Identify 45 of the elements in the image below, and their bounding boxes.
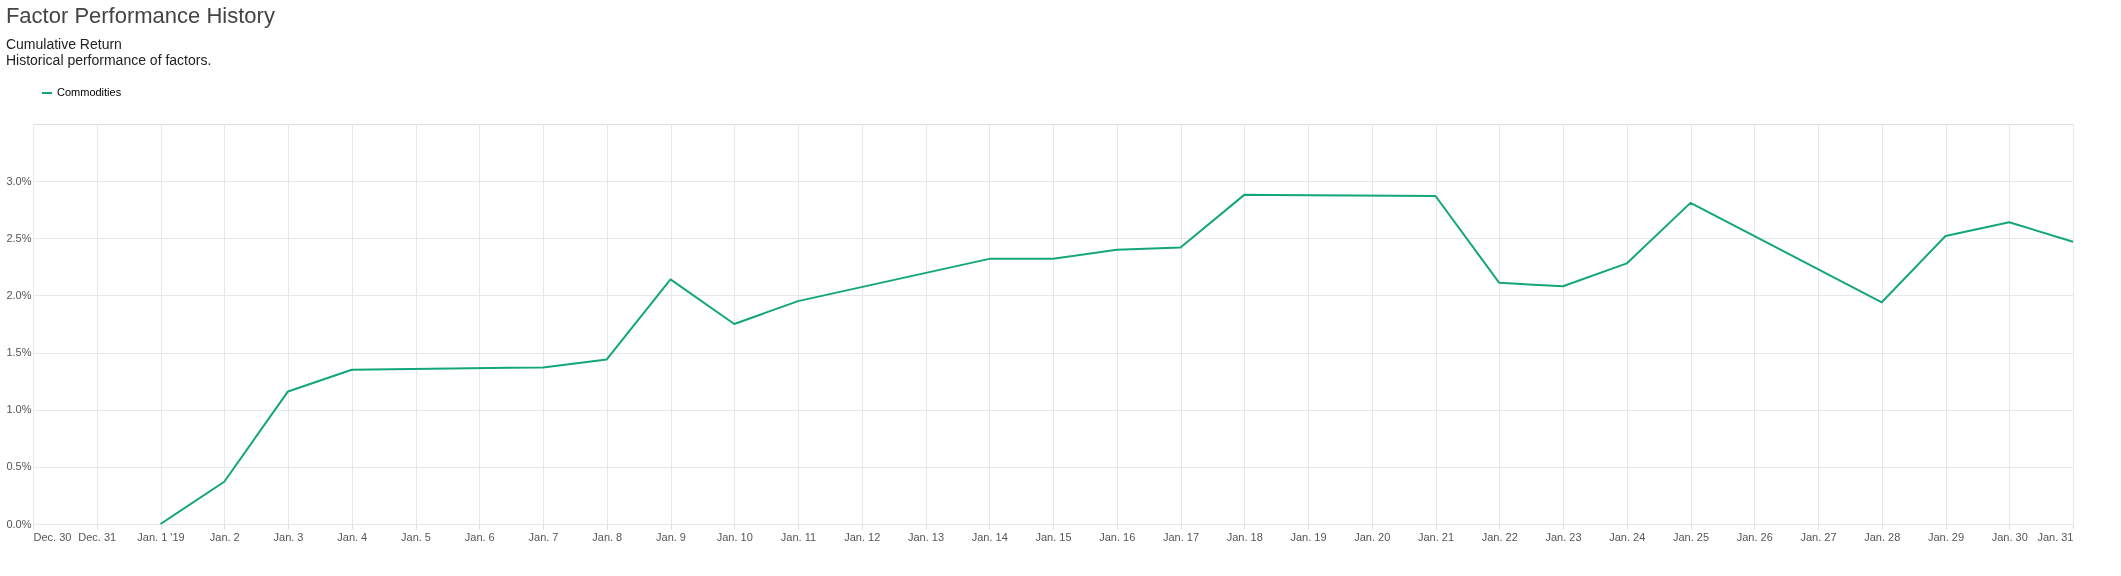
x-tick-label: Jan. 17 xyxy=(1162,530,1200,543)
x-tick-label: Jan. 3 xyxy=(273,530,304,543)
x-tick-label: Jan. 21 xyxy=(1417,530,1455,543)
x-tick-label: Jan. 22 xyxy=(1481,530,1518,543)
y-tick-label: 2.5% xyxy=(6,231,32,244)
y-tick-label: 0.5% xyxy=(6,460,32,473)
x-tick-label: Jan. 19 xyxy=(1290,530,1327,543)
x-tick-label: Dec. 30 xyxy=(33,530,72,543)
x-tick-label: Jan. 31 xyxy=(2037,530,2074,543)
x-tick-label: Jan. 18 xyxy=(1226,530,1263,543)
x-tick-label: Jan. 27 xyxy=(1800,530,1837,543)
x-tick-label: Jan. 28 xyxy=(1864,530,1901,543)
y-tick-label: 1.5% xyxy=(6,346,32,359)
x-tick-label: Jan. 29 xyxy=(1927,530,1965,543)
x-tick-label: Jan. 12 xyxy=(844,530,881,543)
x-tick-label: Jan. 2 xyxy=(209,530,240,543)
x-tick-label: Jan. 14 xyxy=(971,530,1008,543)
x-tick-label: Jan. 25 xyxy=(1672,530,1710,543)
x-tick-label: Jan. 16 xyxy=(1099,530,1136,543)
x-tick-label: Jan. 11 xyxy=(780,530,817,543)
x-tick-label: Jan. 13 xyxy=(907,530,945,543)
x-tick-label: Jan. 26 xyxy=(1736,530,1773,543)
y-tick-label: 2.0% xyxy=(6,288,32,301)
y-tick-label: 0.0% xyxy=(6,517,32,530)
x-tick-label: Jan. 6 xyxy=(464,530,495,543)
chart-title: Factor Performance History xyxy=(5,3,275,28)
x-tick-label: Jan. 9 xyxy=(656,530,686,543)
legend-label: Commodities xyxy=(57,86,122,98)
x-tick-label: Jan. 23 xyxy=(1545,530,1582,543)
x-tick-label: Jan. 5 xyxy=(401,530,431,543)
x-tick-label: Jan. 30 xyxy=(1991,530,2028,543)
x-tick-label: Jan. 8 xyxy=(592,530,623,543)
x-tick-label: Jan. 7 xyxy=(528,530,559,543)
x-tick-label: Jan. 1 '19 xyxy=(137,530,185,543)
x-tick-label: Dec. 31 xyxy=(78,530,117,543)
x-tick-label: Jan. 15 xyxy=(1035,530,1072,543)
chart-subtitle: Cumulative Return xyxy=(5,36,122,52)
line-series xyxy=(159,193,2074,525)
y-tick-label: 3.0% xyxy=(6,174,32,187)
text: Historical performance of factors. xyxy=(5,52,212,68)
x-tick-label: Jan. 20 xyxy=(1354,530,1391,543)
x-tick-label: Jan. 24 xyxy=(1609,530,1646,543)
y-tick-label: 1.0% xyxy=(6,403,32,416)
x-tick-label: Jan. 4 xyxy=(337,530,368,543)
x-tick-label: Jan. 10 xyxy=(716,530,753,543)
